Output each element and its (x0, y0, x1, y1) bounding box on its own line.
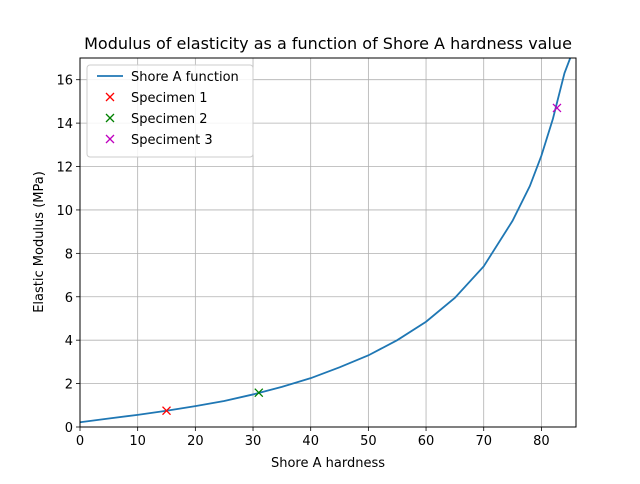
x-tick-label: 70 (475, 434, 492, 449)
x-axis-label: Shore A hardness (271, 456, 385, 471)
y-tick-label: 0 (65, 421, 73, 436)
x-tick-label: 40 (302, 434, 319, 449)
x-tick-label: 0 (76, 434, 84, 449)
plot-frame (79, 57, 577, 428)
x-tick-label: 20 (187, 434, 204, 449)
legend-swatch-marker (105, 113, 115, 123)
y-tick-label: 14 (56, 117, 73, 132)
y-tick-label: 6 (65, 291, 73, 306)
legend-swatch-marker (105, 134, 115, 144)
legend-entry-label: Speciment 3 (131, 133, 213, 148)
chart-title: Modulus of elasticity as a function of S… (84, 34, 572, 53)
data-point-marker (162, 406, 171, 416)
x-tick-label: 60 (418, 434, 435, 449)
legend-entry-label: Specimen 1 (131, 91, 208, 106)
y-tick-label: 10 (56, 204, 73, 219)
data-point-marker (552, 103, 562, 113)
legend-swatch-marker (105, 92, 115, 102)
y-tick-label: 8 (65, 247, 73, 262)
legend-entry-label: Specimen 2 (131, 112, 208, 127)
y-tick-label: 12 (56, 161, 73, 176)
y-axis-label: Elastic Modulus (MPa) (32, 171, 47, 313)
x-tick-label: 80 (533, 434, 550, 449)
plot-series (80, 58, 572, 424)
legend: Shore A function Specimen 1 Specimen 2 Spec… (86, 64, 254, 158)
y-tick-label: 16 (56, 74, 73, 89)
x-tick-label: 50 (360, 434, 377, 449)
y-tick-label: 2 (65, 378, 73, 393)
axis-ticks: 0 10 20 30 40 50 60 70 80 0 2 4 6 8 10 12 14 16 (56, 74, 549, 449)
data-point-marker (254, 388, 264, 398)
grid (79, 58, 576, 428)
y-tick-label: 4 (65, 334, 73, 349)
legend-box (86, 64, 254, 158)
legend-entry-label: Shore A function (131, 70, 239, 85)
x-tick-label: 10 (129, 434, 146, 449)
series-line-0 (80, 58, 572, 424)
x-tick-label: 30 (245, 434, 262, 449)
